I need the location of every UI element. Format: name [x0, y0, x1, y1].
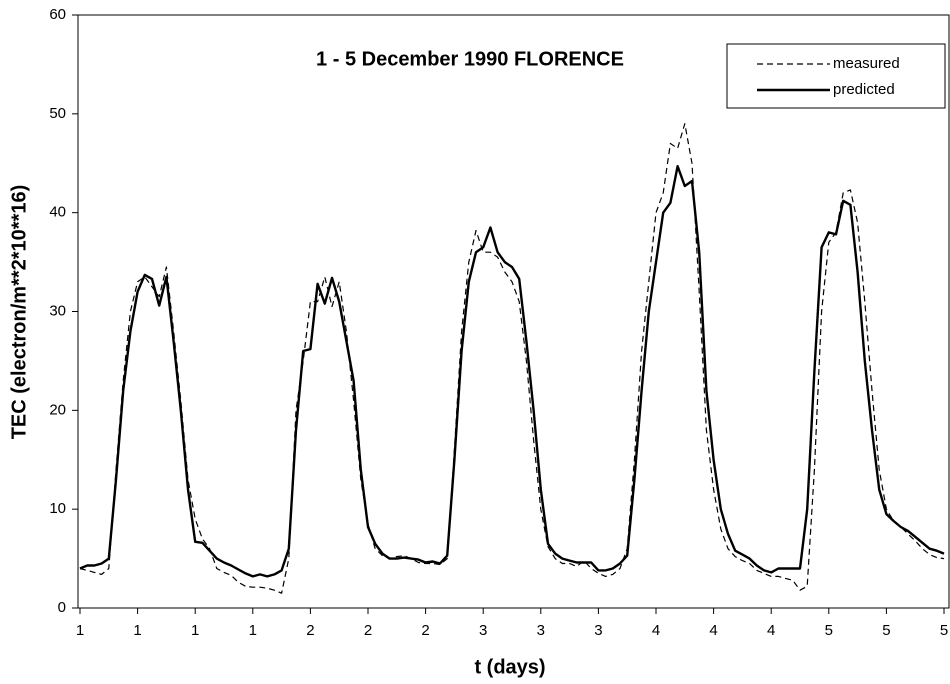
x-tick-label: 2 — [306, 622, 314, 639]
legend-label: predicted — [833, 81, 895, 98]
series-line — [79, 123, 945, 594]
y-axis-title: TEC (electron/m**2*10**16) — [8, 185, 30, 440]
x-tick-label: 5 — [940, 622, 948, 639]
x-tick-label: 3 — [537, 622, 545, 639]
x-tick-label: 1 — [76, 622, 84, 639]
x-tick-label: 1 — [133, 622, 141, 639]
x-tick-label: 2 — [364, 622, 372, 639]
x-tick-label: 3 — [479, 622, 487, 639]
x-tick-label: 4 — [652, 622, 660, 639]
legend: measured predicted — [726, 43, 946, 109]
x-tick-label: 1 — [249, 622, 257, 639]
series-line — [79, 165, 945, 578]
x-tick-label: 5 — [882, 622, 890, 639]
y-tick-label: 40 — [49, 204, 66, 221]
legend-box — [726, 43, 946, 109]
y-tick-label: 50 — [49, 105, 66, 122]
x-tick-label: 1 — [191, 622, 199, 639]
y-tick-label: 20 — [49, 401, 66, 418]
x-tick-label: 4 — [767, 622, 775, 639]
legend-label: measured — [833, 55, 900, 72]
y-tick-label: 60 — [49, 6, 66, 23]
x-tick-label: 4 — [709, 622, 717, 639]
y-tick-label: 0 — [58, 599, 66, 616]
x-tick-label: 5 — [825, 622, 833, 639]
x-tick-label: 3 — [594, 622, 602, 639]
y-tick-label: 10 — [49, 500, 66, 517]
x-tick-label: 2 — [421, 622, 429, 639]
x-axis-title: t (days) — [474, 656, 545, 678]
y-tick-label: 30 — [49, 302, 66, 319]
chart-title: 1 - 5 December 1990 FLORENCE — [316, 48, 624, 70]
